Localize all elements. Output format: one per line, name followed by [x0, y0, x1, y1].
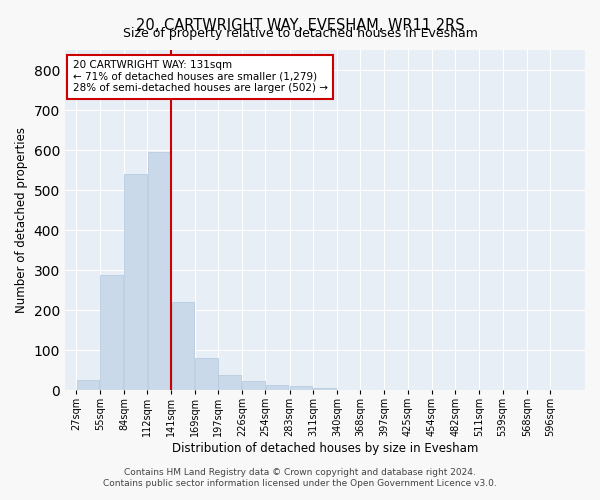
Bar — [195, 358, 218, 390]
Text: Size of property relative to detached houses in Evesham: Size of property relative to detached ho… — [122, 28, 478, 40]
X-axis label: Distribution of detached houses by size in Evesham: Distribution of detached houses by size … — [172, 442, 478, 455]
Bar — [242, 382, 265, 390]
Y-axis label: Number of detached properties: Number of detached properties — [15, 127, 28, 313]
Text: 20, CARTWRIGHT WAY, EVESHAM, WR11 2RS: 20, CARTWRIGHT WAY, EVESHAM, WR11 2RS — [136, 18, 464, 32]
Bar — [313, 388, 336, 390]
Bar — [148, 152, 170, 390]
Bar — [124, 174, 147, 390]
Text: Contains HM Land Registry data © Crown copyright and database right 2024.
Contai: Contains HM Land Registry data © Crown c… — [103, 468, 497, 487]
Bar — [266, 386, 289, 390]
Bar — [290, 386, 313, 390]
Bar — [218, 375, 241, 390]
Bar — [100, 276, 123, 390]
Bar — [172, 302, 194, 390]
Bar — [77, 380, 100, 390]
Text: 20 CARTWRIGHT WAY: 131sqm
← 71% of detached houses are smaller (1,279)
28% of se: 20 CARTWRIGHT WAY: 131sqm ← 71% of detac… — [73, 60, 328, 94]
